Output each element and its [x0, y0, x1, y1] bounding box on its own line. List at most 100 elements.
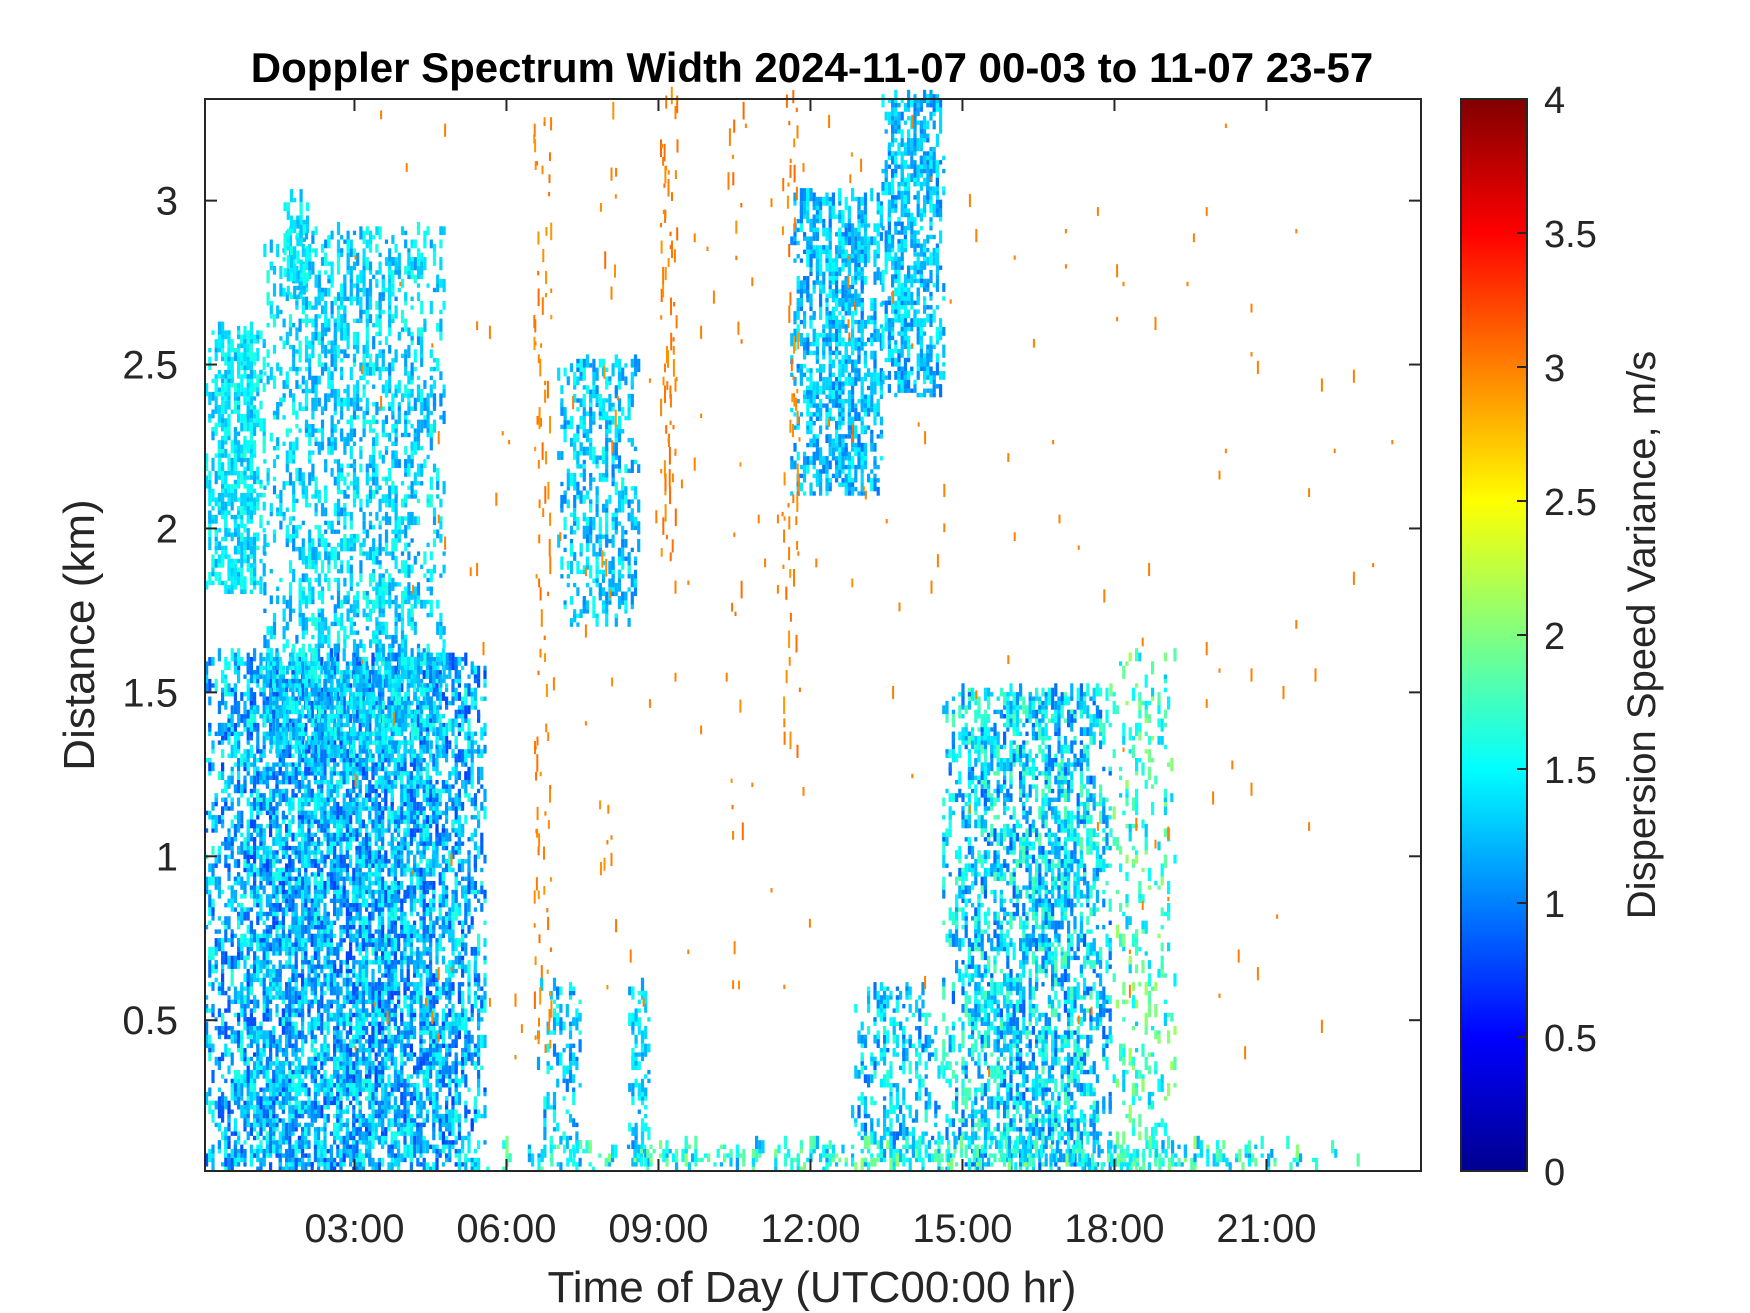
heatmap-cell-2937 — [371, 859, 375, 864]
heatmap-cell-228 — [227, 806, 231, 811]
heatmap-cell-282 — [233, 1140, 237, 1145]
heatmap-cell-1024 — [275, 867, 279, 873]
heatmap-cell-4031 — [429, 1100, 433, 1106]
heatmap-cell-2795 — [365, 964, 369, 974]
heatmap-cell-3166 — [384, 1065, 388, 1070]
heatmap-cell-713 — [259, 797, 263, 811]
heatmap-cell-692 — [259, 968, 263, 974]
heatmap-cell-1235 — [288, 1144, 292, 1158]
heatmap-cell-3937 — [422, 867, 426, 881]
heatmap-cell-4987 — [227, 374, 231, 379]
heatmap-cell-1883 — [320, 1140, 324, 1145]
heatmap-cell-2866 — [368, 925, 372, 934]
chart-title: Doppler Spectrum Width 2024-11-07 00-03 … — [251, 44, 1373, 91]
heatmap-cell-3797 — [416, 881, 420, 890]
heatmap-cell-2670 — [358, 903, 362, 917]
heatmap-cell-3874 — [419, 867, 423, 873]
heatmap-cell-2129 — [333, 1083, 337, 1088]
heatmap-cell-3331 — [390, 771, 394, 776]
heatmap-cell-2462 — [349, 990, 353, 1000]
heatmap-cell-3648 — [406, 683, 410, 693]
heatmap-cell-622 — [256, 1105, 260, 1114]
heatmap-cell-4901 — [217, 334, 221, 348]
heatmap-cell-927 — [272, 1113, 276, 1119]
heatmap-cell-1717 — [310, 810, 314, 820]
heatmap-cell-1182 — [285, 1087, 289, 1092]
heatmap-cell-3381 — [393, 876, 397, 881]
heatmap-cell-4777 — [480, 995, 484, 1000]
heatmap-cell-3265 — [387, 771, 391, 776]
heatmap-cell-4458 — [454, 1109, 458, 1123]
heatmap-cell-2354 — [342, 806, 346, 820]
heatmap-cell-1777 — [313, 889, 317, 895]
heatmap-cell-3915 — [422, 1052, 426, 1057]
heatmap-cell-832 — [265, 823, 269, 829]
heatmap-cell-2106 — [329, 766, 333, 772]
heatmap-cell-3966 — [425, 1113, 429, 1123]
heatmap-cell-2999 — [374, 850, 378, 860]
heatmap-cell-3581 — [403, 784, 407, 789]
heatmap-cell-923 — [272, 1135, 276, 1141]
heatmap-cell-66 — [211, 845, 215, 855]
heatmap-cell-4762 — [477, 775, 481, 785]
heatmap-cell-4064 — [429, 898, 433, 903]
heatmap-cell-4925 — [221, 400, 225, 414]
heatmap-cell-49 — [211, 1118, 215, 1123]
heatmap-cell-18 — [208, 1149, 212, 1163]
heatmap-cell-2059 — [326, 696, 330, 706]
heatmap-cell-4446 — [451, 722, 455, 736]
heatmap-cell-596 — [253, 823, 257, 833]
heatmap-cell-356 — [237, 780, 241, 794]
heatmap-cell-776 — [262, 749, 266, 758]
heatmap-cell-2484 — [349, 815, 353, 824]
heatmap-cell-4581 — [461, 823, 465, 833]
heatmap-cell-127 — [221, 1109, 225, 1123]
heatmap-cell-2146 — [333, 933, 337, 939]
heatmap-cell-2016 — [326, 1026, 330, 1035]
heatmap-cell-557 — [249, 687, 253, 693]
heatmap-cell-1970 — [323, 955, 327, 961]
heatmap-cell-3710 — [409, 709, 413, 715]
heatmap-cell-3110 — [381, 982, 385, 991]
heatmap-cell-1378 — [294, 1008, 298, 1013]
heatmap-cell-1257 — [288, 977, 292, 983]
heatmap-cell-2517 — [352, 1078, 356, 1092]
heatmap-cell-1856 — [317, 793, 321, 807]
heatmap-cell-2834 — [365, 678, 369, 688]
heatmap-cell-2006 — [326, 1157, 330, 1163]
heatmap-cell-2923 — [371, 982, 375, 987]
heatmap-cell-3616 — [406, 995, 410, 1000]
heatmap-cell-1037 — [275, 771, 279, 776]
heatmap-cell-1637 — [307, 960, 311, 965]
heatmap-cell-2328 — [342, 1048, 346, 1062]
heatmap-cell-3661 — [409, 1091, 413, 1097]
heatmap-cell-4244 — [438, 837, 442, 842]
heatmap-cell-3548 — [403, 1030, 407, 1040]
heatmap-cell-158 — [221, 692, 225, 706]
heatmap-cell-948 — [272, 920, 276, 930]
heatmap-cell-711 — [259, 823, 263, 829]
heatmap-cell-3578 — [403, 810, 407, 816]
heatmap-cell-1879 — [320, 1162, 324, 1167]
heatmap-cell-2746 — [361, 854, 365, 868]
heatmap-cell-2210 — [336, 982, 340, 987]
heatmap-cell-4279 — [441, 946, 445, 952]
heatmap-cell-4756 — [477, 898, 481, 903]
heatmap-cell-3553 — [403, 986, 407, 996]
heatmap-cell-4454 — [454, 1153, 458, 1158]
heatmap-cell-3731 — [413, 982, 417, 991]
heatmap-cell-846 — [265, 705, 269, 710]
heatmap-cell-4627 — [464, 705, 468, 719]
heatmap-cell-260 — [230, 898, 234, 912]
heatmap-cell-4896 — [217, 391, 221, 397]
heatmap-cell-1075 — [278, 960, 282, 969]
heatmap-cell-2141 — [333, 973, 337, 983]
heatmap-cell-1583 — [304, 885, 308, 895]
heatmap-cell-4794 — [483, 1087, 487, 1092]
heatmap-cell-4696 — [470, 661, 474, 671]
heatmap-cell-2865 — [368, 933, 372, 939]
heatmap-cell-2921 — [371, 990, 375, 1000]
heatmap-cell-218 — [227, 916, 231, 930]
heatmap-cell-498 — [246, 696, 250, 701]
heatmap-cell-3300 — [390, 999, 394, 1004]
